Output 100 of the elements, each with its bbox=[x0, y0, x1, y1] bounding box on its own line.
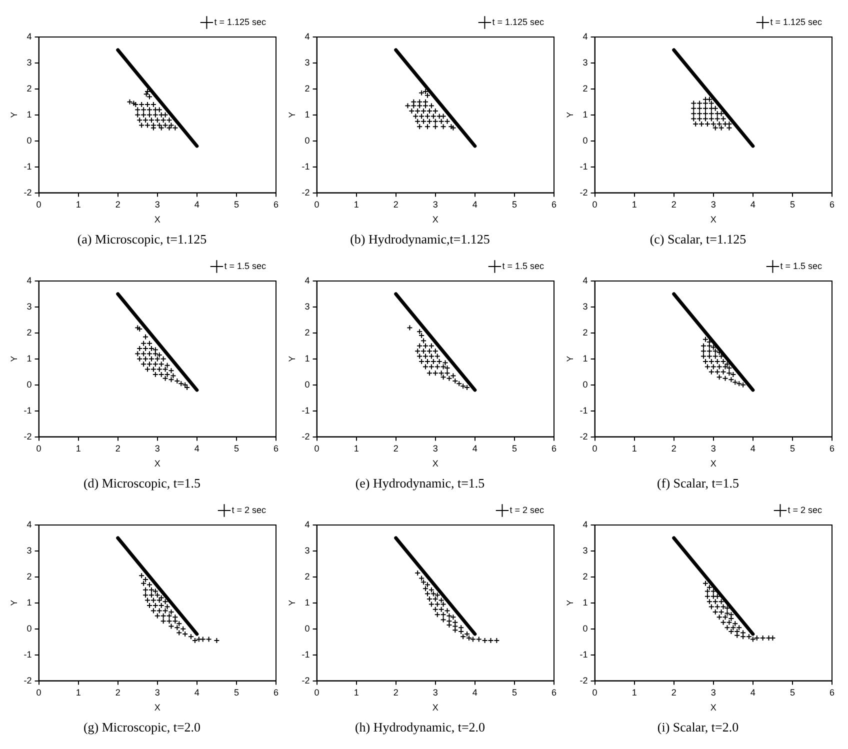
y-tick-label: 2 bbox=[26, 571, 32, 582]
y-tick-label: 3 bbox=[26, 301, 32, 312]
point bbox=[172, 614, 178, 620]
y-tick-label: -1 bbox=[580, 649, 588, 660]
x-tick-label: 4 bbox=[194, 444, 200, 454]
x-tick-label: 0 bbox=[314, 200, 320, 210]
legend-label: t = 2 sec bbox=[510, 504, 544, 515]
x-tick-label: 1 bbox=[76, 688, 81, 698]
point bbox=[200, 636, 206, 642]
x-tick-label: 3 bbox=[154, 688, 160, 698]
point bbox=[446, 618, 452, 624]
point bbox=[456, 380, 462, 387]
point bbox=[172, 124, 178, 131]
point bbox=[438, 597, 444, 604]
x-tick-label: 6 bbox=[273, 200, 279, 210]
x-axis-title: X bbox=[710, 702, 716, 712]
y-tick-label: 0 bbox=[304, 135, 310, 146]
point bbox=[434, 364, 440, 370]
y-tick-label: 1 bbox=[304, 109, 310, 120]
point bbox=[726, 619, 732, 626]
point bbox=[740, 382, 746, 388]
y-tick-label: -1 bbox=[302, 161, 310, 172]
x-tick-label: 5 bbox=[234, 444, 239, 454]
point bbox=[696, 110, 703, 117]
y-axis-title: Y bbox=[564, 356, 575, 362]
x-tick-label: 2 bbox=[671, 200, 676, 210]
x-tick-label: 4 bbox=[194, 688, 200, 698]
y-tick-label: 2 bbox=[304, 571, 310, 582]
point bbox=[140, 580, 147, 586]
point bbox=[172, 618, 178, 624]
point bbox=[158, 124, 164, 131]
y-tick-label: 3 bbox=[582, 57, 588, 68]
point bbox=[406, 324, 413, 331]
y-tick-label: 4 bbox=[582, 519, 588, 530]
point bbox=[690, 105, 697, 112]
x-tick-label: 0 bbox=[314, 444, 320, 454]
x-tick-label: 2 bbox=[115, 444, 120, 454]
x-tick-label: 6 bbox=[273, 444, 279, 454]
point bbox=[716, 614, 722, 620]
text: (c) Scalar, t=1.125 bbox=[650, 232, 746, 247]
x-tick-label: 0 bbox=[314, 688, 320, 698]
y-tick-label: 0 bbox=[582, 135, 588, 146]
x-axis-title: X bbox=[432, 702, 438, 712]
x-axis-title: X bbox=[154, 458, 160, 468]
x-tick-label: 2 bbox=[393, 688, 398, 698]
point bbox=[708, 110, 714, 117]
x-tick-label: 5 bbox=[512, 444, 517, 454]
x-tick-label: 0 bbox=[592, 200, 598, 210]
y-tick-label: 1 bbox=[582, 353, 588, 364]
x-tick-label: 3 bbox=[432, 688, 438, 698]
y-tick-label: -1 bbox=[302, 649, 310, 660]
y-tick-label: 0 bbox=[582, 379, 588, 390]
point bbox=[164, 362, 170, 368]
text: (g) Microscopic, t=2.0 bbox=[83, 720, 201, 735]
point bbox=[746, 634, 752, 640]
x-tick-label: 4 bbox=[194, 200, 200, 210]
x-tick-label: 5 bbox=[790, 200, 795, 210]
y-axis-title: Y bbox=[286, 356, 297, 362]
point bbox=[196, 636, 202, 642]
x-tick-label: 6 bbox=[829, 444, 835, 454]
x-tick-label: 3 bbox=[154, 200, 160, 210]
point bbox=[736, 624, 742, 631]
point bbox=[162, 375, 168, 382]
point bbox=[706, 348, 712, 354]
point bbox=[460, 383, 466, 390]
y-axis-title: Y bbox=[8, 112, 19, 118]
x-tick-label: 3 bbox=[710, 688, 716, 698]
y-tick-label: 1 bbox=[26, 109, 32, 120]
point bbox=[740, 634, 746, 640]
y-tick-label: 4 bbox=[304, 275, 310, 286]
y-tick-label: 3 bbox=[304, 57, 310, 68]
point bbox=[418, 90, 425, 96]
point bbox=[428, 102, 434, 109]
legend-label: t = 1.5 sec bbox=[502, 260, 544, 271]
y-tick-label: -1 bbox=[24, 405, 32, 416]
x-axis-title: X bbox=[154, 702, 160, 712]
y-tick-label: 1 bbox=[582, 109, 588, 120]
point bbox=[452, 627, 458, 634]
y-tick-label: -1 bbox=[302, 405, 310, 416]
x-tick-label: 0 bbox=[36, 444, 42, 454]
point bbox=[708, 105, 714, 112]
text: (f) Scalar, t=1.5 bbox=[657, 476, 739, 491]
point bbox=[450, 124, 456, 131]
x-tick-label: 4 bbox=[472, 200, 478, 210]
point bbox=[418, 575, 425, 582]
legend-label: t = 1.5 sec bbox=[780, 260, 822, 271]
x-tick-label: 5 bbox=[790, 688, 795, 698]
point bbox=[160, 618, 166, 624]
text: (e) Hydrodynamic, t=1.5 bbox=[355, 476, 485, 491]
y-tick-label: 1 bbox=[304, 353, 310, 364]
y-tick-label: 2 bbox=[582, 327, 588, 338]
point bbox=[142, 586, 149, 593]
legend-label: t = 1.125 sec bbox=[214, 16, 266, 27]
point bbox=[176, 620, 182, 627]
x-tick-label: 6 bbox=[551, 688, 557, 698]
point bbox=[428, 342, 434, 349]
point bbox=[700, 342, 707, 349]
y-tick-label: -2 bbox=[580, 187, 588, 198]
point bbox=[152, 346, 158, 353]
x-tick-label: 3 bbox=[432, 444, 438, 454]
